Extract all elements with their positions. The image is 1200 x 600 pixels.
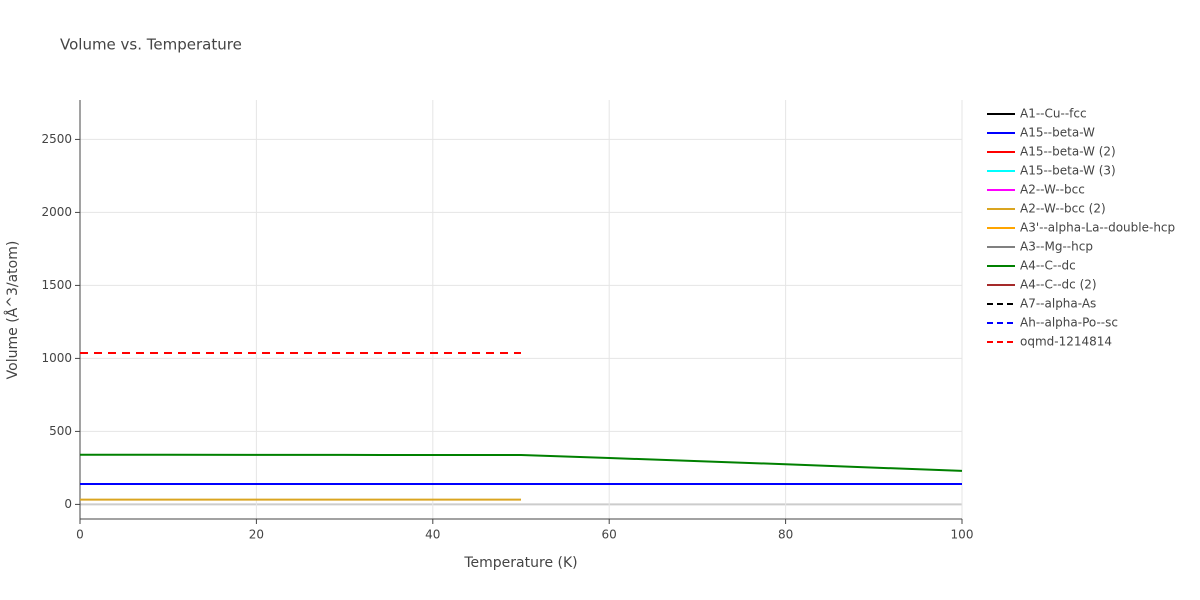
legend-label: A3--Mg--hcp bbox=[1020, 240, 1093, 254]
x-tick-label: 20 bbox=[249, 528, 264, 542]
legend-label: A15--beta-W (2) bbox=[1020, 145, 1116, 159]
x-tick-label: 40 bbox=[425, 528, 440, 542]
x-axis-title: Temperature (K) bbox=[463, 555, 577, 571]
legend-label: A7--alpha-As bbox=[1020, 297, 1096, 311]
y-tick-label: 2000 bbox=[41, 205, 72, 219]
y-tick-label: 0 bbox=[64, 497, 72, 511]
series-line bbox=[80, 453, 963, 472]
y-axis-title: Volume (Å^3/atom) bbox=[4, 241, 21, 380]
legend-label: oqmd-1214814 bbox=[1020, 335, 1112, 349]
legend-label: A3'--alpha-La--double-hcp bbox=[1020, 221, 1175, 235]
legend-label: A4--C--dc (2) bbox=[1020, 278, 1097, 292]
x-tick-label: 60 bbox=[602, 528, 617, 542]
chart-title: Volume vs. Temperature bbox=[60, 36, 242, 54]
x-tick-label: 0 bbox=[76, 528, 84, 542]
legend-label: A1--Cu--fcc bbox=[1020, 107, 1087, 121]
y-tick-label: 1000 bbox=[41, 351, 72, 365]
legend-label: A2--W--bcc bbox=[1020, 183, 1085, 197]
legend-label: A2--W--bcc (2) bbox=[1020, 202, 1106, 216]
y-tick-label: 2500 bbox=[41, 132, 72, 146]
x-tick-label: 100 bbox=[951, 528, 974, 542]
y-tick-label: 1500 bbox=[41, 278, 72, 292]
legend-label: A4--C--dc bbox=[1020, 259, 1076, 273]
legend-label: A15--beta-W (3) bbox=[1020, 164, 1116, 178]
legend-label: A15--beta-W bbox=[1020, 126, 1095, 140]
x-tick-label: 80 bbox=[778, 528, 793, 542]
y-tick-label: 500 bbox=[49, 424, 72, 438]
legend-label: Ah--alpha-Po--sc bbox=[1020, 316, 1118, 330]
